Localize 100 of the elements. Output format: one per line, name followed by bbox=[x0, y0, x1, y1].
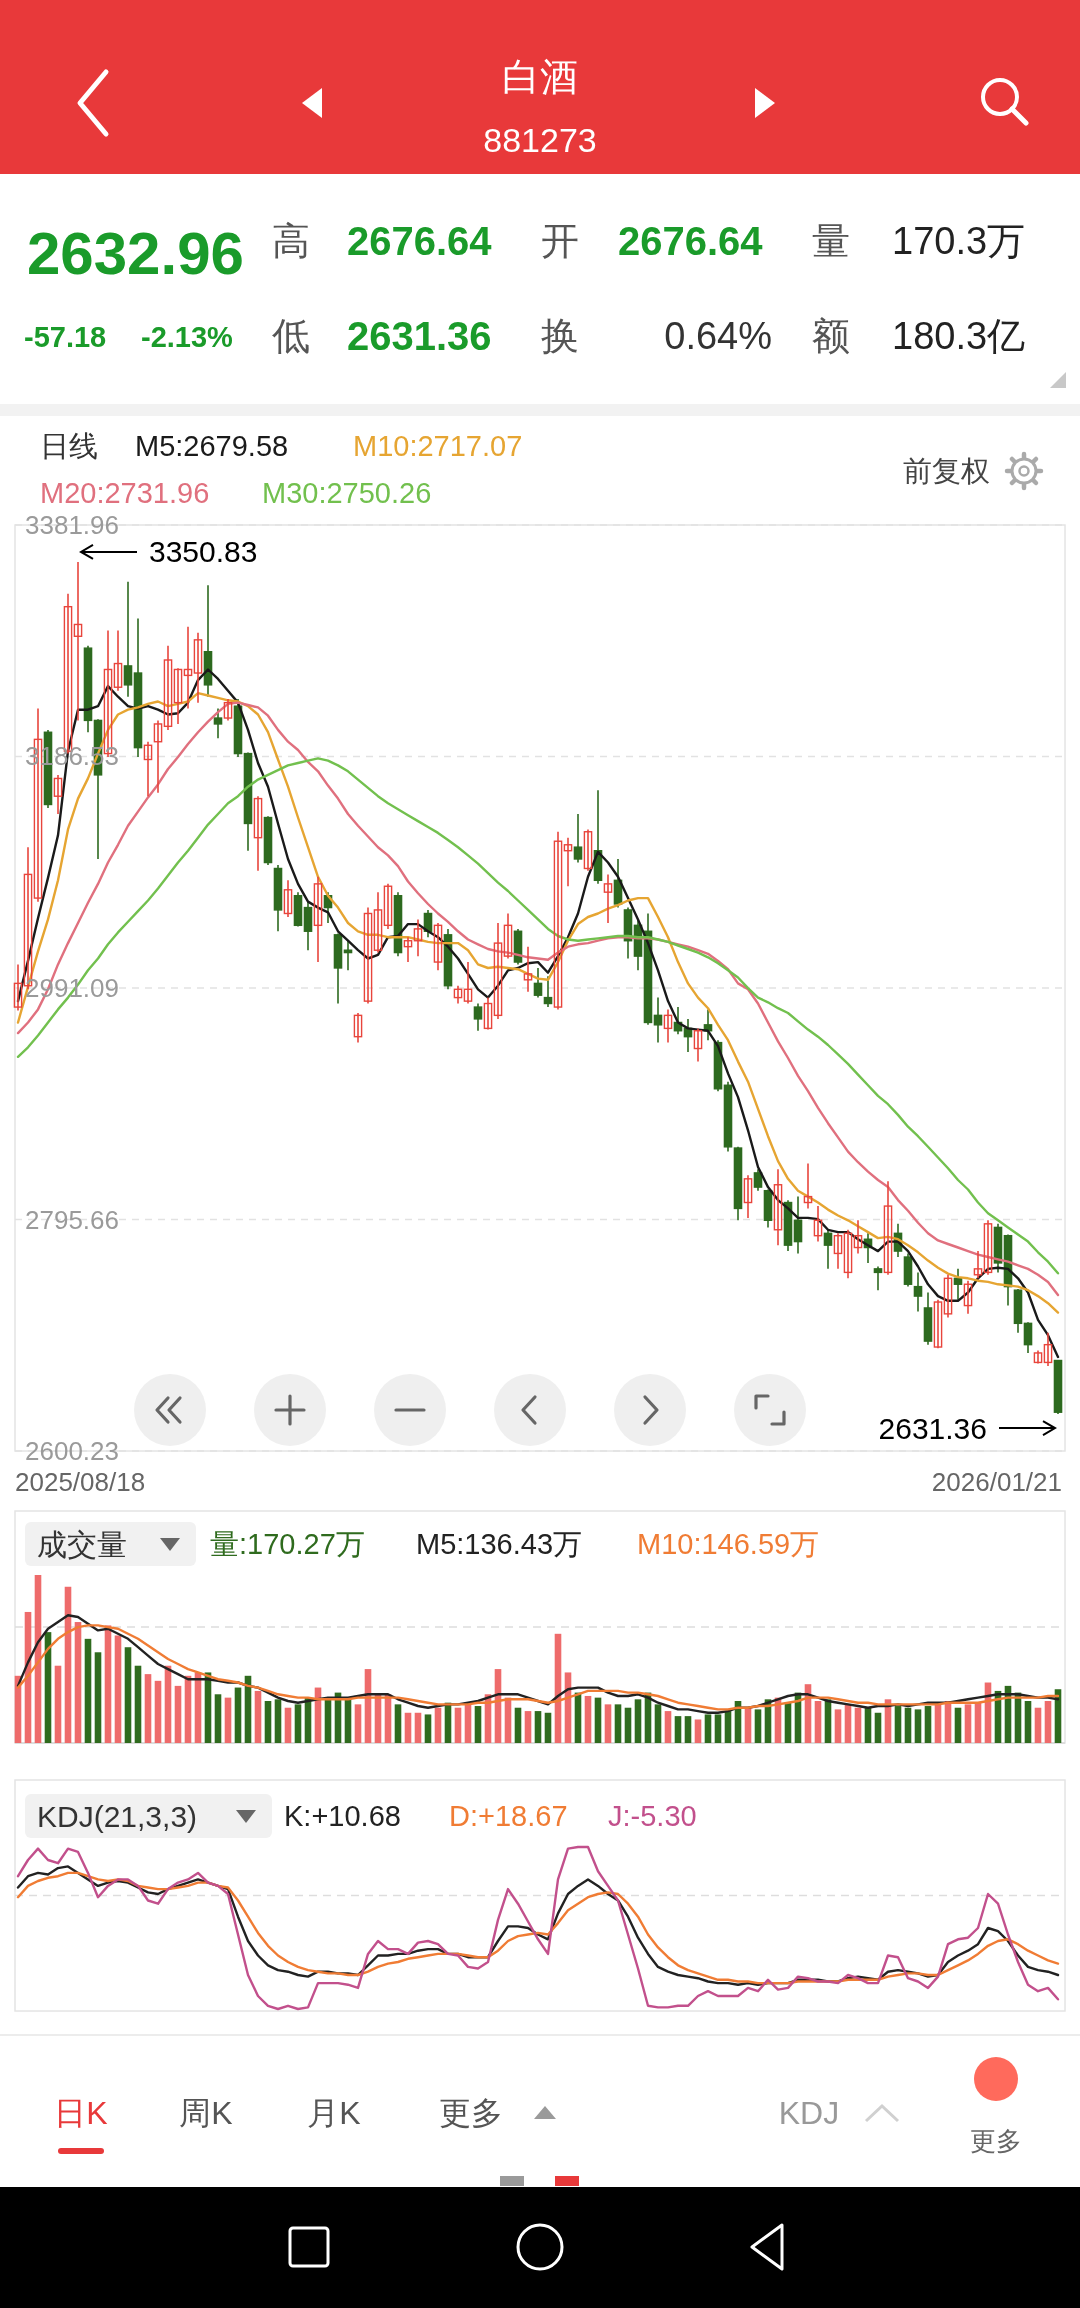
candlestick bbox=[573, 813, 583, 864]
text: M5:2679.58 bbox=[135, 430, 289, 462]
text: M20:2731.96 bbox=[40, 477, 210, 509]
bar bbox=[754, 1709, 762, 1743]
bar bbox=[874, 1712, 882, 1743]
chart-title: 成交量 bbox=[37, 1527, 127, 1561]
bar bbox=[514, 1707, 522, 1743]
text: 更多 bbox=[439, 2095, 503, 2131]
candlestick bbox=[1033, 1349, 1043, 1365]
bar bbox=[414, 1712, 422, 1743]
text: 2025/08/18 bbox=[15, 1467, 146, 1497]
bar bbox=[894, 1706, 902, 1743]
candlestick bbox=[943, 1273, 953, 1319]
text: 881273 bbox=[483, 121, 597, 159]
bar bbox=[604, 1704, 612, 1743]
bar bbox=[274, 1699, 282, 1743]
text: 周K bbox=[179, 2095, 233, 2131]
bar bbox=[834, 1709, 842, 1743]
bar bbox=[654, 1704, 662, 1743]
bar bbox=[524, 1711, 532, 1743]
bar bbox=[84, 1638, 92, 1743]
candlestick bbox=[983, 1219, 993, 1276]
text: 高 bbox=[272, 220, 310, 262]
bar bbox=[684, 1716, 692, 1743]
bar bbox=[634, 1699, 642, 1743]
bar bbox=[714, 1714, 722, 1743]
bar bbox=[294, 1704, 302, 1743]
candlestick bbox=[543, 975, 553, 1008]
bar bbox=[914, 1709, 922, 1743]
candlestick bbox=[563, 836, 573, 888]
bar bbox=[224, 1697, 232, 1743]
text: 开 bbox=[541, 220, 579, 262]
bar bbox=[114, 1635, 122, 1743]
candlestick bbox=[803, 1162, 813, 1210]
candlestick bbox=[743, 1174, 753, 1219]
candlestick bbox=[73, 561, 83, 722]
candlestick bbox=[473, 1002, 483, 1032]
bar bbox=[284, 1707, 292, 1743]
bar bbox=[124, 1647, 132, 1743]
text: K:+10.68 bbox=[284, 1800, 401, 1832]
text: 换 bbox=[541, 315, 579, 357]
candlestick bbox=[373, 891, 383, 954]
candlestick bbox=[253, 795, 263, 872]
chart-title: 日线 bbox=[40, 430, 98, 462]
text: 更多 bbox=[970, 2126, 1022, 2156]
text: 2676.64 bbox=[347, 219, 493, 263]
text: 170.3万 bbox=[892, 220, 1026, 262]
bar bbox=[174, 1685, 182, 1743]
text: 2631.36 bbox=[347, 314, 492, 358]
bar bbox=[94, 1652, 102, 1743]
bar bbox=[904, 1707, 912, 1743]
text: 180.3亿 bbox=[892, 315, 1026, 357]
text: KDJ bbox=[778, 2095, 840, 2131]
candlestick bbox=[933, 1298, 943, 1350]
candlestick bbox=[453, 984, 463, 1005]
candlestick bbox=[813, 1205, 823, 1243]
text: D:+18.67 bbox=[449, 1800, 568, 1832]
bar bbox=[694, 1719, 702, 1743]
candlestick bbox=[363, 906, 373, 1005]
candlestick bbox=[413, 918, 423, 957]
candlestick bbox=[1043, 1332, 1053, 1367]
bar bbox=[544, 1712, 552, 1743]
candlestick bbox=[963, 1279, 973, 1315]
bar bbox=[404, 1712, 412, 1743]
y-tick-label: 3381.96 bbox=[25, 510, 119, 540]
bar bbox=[1024, 1701, 1032, 1743]
bar bbox=[234, 1687, 242, 1743]
y-tick-label: 2600.23 bbox=[25, 1436, 119, 1466]
candlestick bbox=[583, 828, 593, 872]
candlestick bbox=[533, 967, 543, 999]
candlestick bbox=[13, 963, 23, 1012]
text: 2676.64 bbox=[618, 219, 764, 263]
bar bbox=[264, 1701, 272, 1743]
bar bbox=[814, 1701, 822, 1743]
text: M30:2750.26 bbox=[262, 477, 432, 509]
text: 低 bbox=[272, 315, 310, 357]
bar bbox=[534, 1711, 542, 1743]
candlestick bbox=[553, 830, 563, 1011]
candlestick bbox=[283, 879, 293, 918]
candlestick bbox=[1023, 1321, 1033, 1354]
candlestick bbox=[753, 1168, 763, 1192]
candlestick bbox=[303, 900, 313, 952]
bar bbox=[54, 1665, 62, 1743]
series-label: J:-5.30 bbox=[608, 1800, 697, 1832]
bar bbox=[214, 1694, 222, 1743]
candlestick bbox=[653, 996, 663, 1044]
candlestick bbox=[113, 629, 123, 692]
candlestick bbox=[843, 1228, 853, 1280]
text: -57.18 bbox=[24, 321, 107, 353]
bar bbox=[594, 1697, 602, 1743]
candlestick bbox=[663, 1008, 673, 1044]
text: -2.13% bbox=[141, 321, 234, 353]
candlestick bbox=[973, 1250, 983, 1280]
candlestick bbox=[773, 1168, 783, 1246]
candlestick bbox=[833, 1232, 843, 1270]
candlestick bbox=[913, 1271, 923, 1313]
candlestick bbox=[503, 912, 513, 960]
bar bbox=[1044, 1701, 1052, 1743]
bar bbox=[154, 1680, 162, 1743]
annotation: 3350.83 bbox=[149, 535, 258, 569]
